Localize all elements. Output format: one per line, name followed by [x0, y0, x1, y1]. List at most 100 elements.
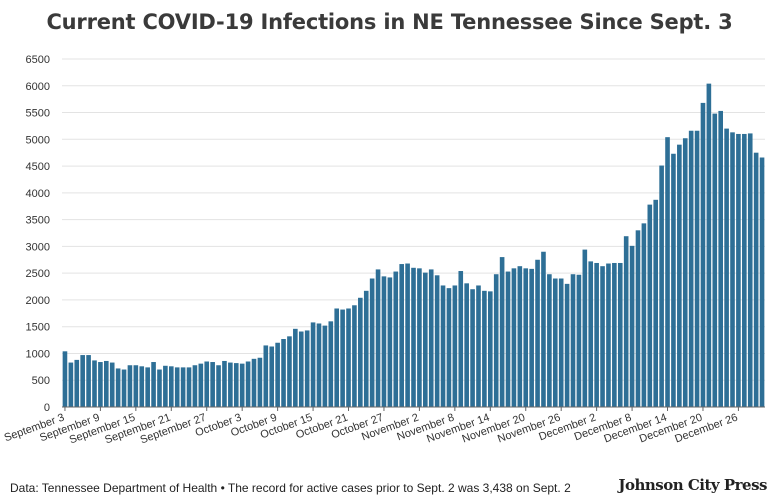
bar — [92, 360, 97, 407]
bar — [552, 278, 558, 407]
bar — [163, 365, 168, 407]
bar — [653, 199, 659, 407]
bar — [665, 137, 670, 408]
bar — [358, 297, 363, 407]
bar — [505, 271, 511, 407]
bar — [369, 278, 375, 407]
bar — [629, 245, 635, 407]
bar — [682, 138, 688, 408]
bar — [316, 323, 322, 407]
bar — [287, 336, 292, 407]
bar — [174, 367, 180, 407]
bar — [446, 288, 452, 407]
bar — [216, 365, 221, 407]
bar — [109, 362, 115, 407]
bar — [98, 362, 103, 407]
bar — [523, 268, 529, 407]
bar — [121, 369, 127, 407]
bar — [104, 360, 109, 407]
bar — [594, 262, 599, 407]
bar — [298, 331, 304, 407]
bar — [641, 223, 647, 407]
bar — [375, 269, 381, 407]
bar — [694, 130, 700, 408]
bar — [399, 264, 404, 407]
bar — [511, 268, 517, 407]
bar — [747, 133, 753, 408]
bar — [239, 363, 245, 407]
bar — [127, 365, 133, 407]
bar — [600, 266, 605, 407]
y-axis-tick-labels: 0 500 1000 1500 2000 2500 3000 3500 4000 4500 5000… — [26, 54, 50, 414]
y-tick-label: 3000 — [26, 241, 50, 253]
bar — [659, 165, 664, 407]
bar — [192, 365, 198, 407]
bar — [322, 325, 328, 407]
bar — [228, 362, 233, 407]
bar — [493, 274, 499, 407]
bar — [535, 259, 540, 407]
bar — [68, 362, 74, 407]
bar — [706, 83, 712, 407]
bar — [423, 272, 428, 407]
bar — [210, 362, 215, 407]
bar — [74, 359, 80, 407]
bar — [139, 366, 145, 407]
bar — [145, 367, 150, 407]
bar — [381, 276, 387, 407]
bar — [434, 275, 440, 407]
bar — [204, 361, 210, 407]
bar — [547, 274, 552, 407]
bar — [393, 271, 399, 407]
y-tick-label: 500 — [32, 375, 50, 387]
y-tick-label: 5500 — [26, 108, 50, 120]
y-tick-label: 0 — [44, 402, 50, 414]
y-tick-label: 2000 — [26, 295, 50, 307]
y-tick-label: 1500 — [26, 322, 50, 334]
bar — [86, 355, 91, 407]
y-tick-label: 6000 — [26, 81, 50, 93]
bar — [671, 153, 676, 407]
bar — [558, 278, 564, 407]
bar — [677, 144, 682, 407]
bar — [263, 345, 269, 407]
y-tick-label: 3500 — [26, 215, 50, 227]
bar — [157, 369, 162, 407]
bar — [487, 291, 493, 407]
bar — [346, 308, 351, 407]
data-source-note: Data: Tennessee Department of Health • T… — [10, 481, 571, 495]
bar — [180, 367, 186, 407]
bar — [151, 362, 156, 407]
bar — [80, 355, 85, 407]
bar — [387, 277, 393, 407]
bar — [700, 102, 706, 408]
bar — [440, 285, 446, 407]
bar — [541, 251, 546, 407]
bar — [340, 309, 345, 407]
y-tick-label: 6500 — [26, 54, 50, 66]
bar — [275, 342, 280, 407]
publisher-logo: Johnson City Press — [618, 476, 767, 494]
bar — [251, 358, 257, 407]
y-tick-label: 1000 — [26, 348, 50, 360]
bar — [222, 360, 227, 407]
bar — [352, 305, 357, 407]
y-tick-label: 4000 — [26, 188, 50, 200]
bar — [724, 128, 729, 407]
bar — [753, 152, 759, 407]
bar — [417, 268, 422, 407]
bar — [570, 274, 576, 407]
bar — [647, 204, 653, 407]
bar — [428, 269, 434, 407]
bar — [712, 113, 718, 408]
bar — [576, 274, 582, 407]
bar — [730, 132, 735, 407]
bar — [617, 262, 623, 407]
bar — [529, 268, 534, 407]
bar — [476, 285, 481, 407]
bar — [564, 283, 570, 407]
bar — [133, 365, 139, 407]
bar — [245, 361, 251, 407]
